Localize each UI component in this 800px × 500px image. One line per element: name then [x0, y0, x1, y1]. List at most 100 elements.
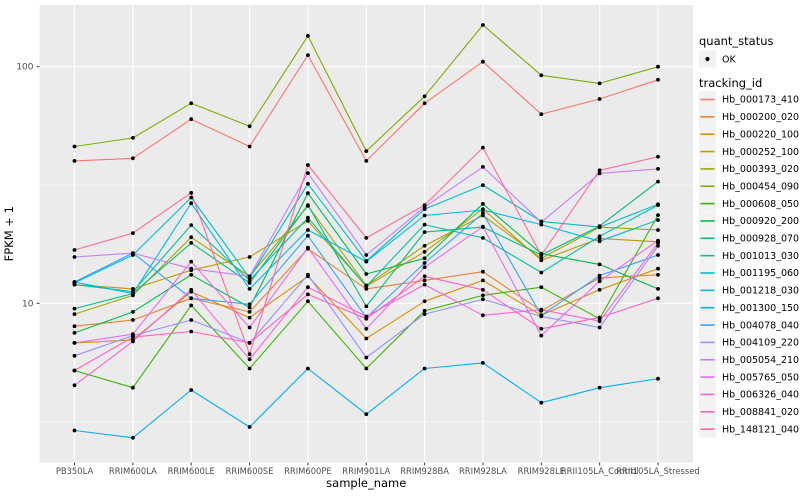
- legend-item: Hb_000220_100: [699, 125, 799, 143]
- data-point: [72, 312, 77, 316]
- data-point: [247, 124, 252, 129]
- data-point: [364, 366, 369, 371]
- x-tick-label: RRIM600LE: [168, 466, 215, 476]
- data-point: [656, 64, 660, 69]
- y-axis-title: FPKM + 1: [2, 206, 16, 261]
- x-tick-label: RRIM901LA: [342, 466, 390, 476]
- data-point: [656, 253, 660, 257]
- data-point: [306, 233, 310, 238]
- legend-item: Hb_006326_040: [699, 385, 799, 403]
- data-point: [597, 81, 602, 86]
- legend: quant_status OK tracking_id Hb_000173_410 Hb…: [699, 34, 799, 438]
- data-point: [247, 366, 252, 371]
- legend-item: Hb_000454_090: [699, 177, 799, 195]
- data-point: [189, 287, 194, 292]
- data-point: [656, 266, 660, 271]
- legend-item-label: Hb_006326_040: [722, 390, 799, 401]
- data-point: [422, 230, 427, 235]
- data-point: [481, 297, 485, 302]
- data-point: [656, 179, 660, 184]
- data-point: [539, 326, 544, 331]
- data-point: [247, 341, 252, 345]
- legend-item-label: Hb_005054_210: [722, 355, 799, 366]
- data-point: [422, 261, 427, 265]
- data-point: [422, 274, 427, 279]
- legend-item: Hb_148121_040: [699, 420, 799, 438]
- data-point: [306, 299, 310, 304]
- data-point: [364, 272, 369, 276]
- data-point: [481, 202, 485, 206]
- data-point: [539, 333, 544, 338]
- data-point: [422, 256, 427, 261]
- data-point: [72, 383, 77, 388]
- data-point: [247, 274, 252, 279]
- data-point: [189, 235, 194, 240]
- data-point: [422, 265, 427, 270]
- data-point: [306, 215, 310, 220]
- data-point: [189, 101, 194, 106]
- data-point: [597, 239, 602, 244]
- legend-item-label: Hb_000454_090: [722, 181, 799, 192]
- data-point: [131, 231, 135, 236]
- data-point: [72, 331, 77, 335]
- data-point: [656, 287, 660, 291]
- data-point: [247, 255, 252, 259]
- data-point: [131, 339, 135, 344]
- legend-item-label: Hb_000220_100: [722, 129, 799, 140]
- legend-item-label: Hb_001300_150: [722, 303, 799, 314]
- x-tick-label: RRII105LA_Stressed: [616, 466, 700, 476]
- x-axis-title: sample_name: [326, 476, 406, 490]
- data-point: [656, 167, 660, 171]
- x-tick-label: RRIM600SE: [226, 466, 274, 476]
- data-point: [306, 34, 310, 38]
- data-point: [481, 23, 485, 27]
- y-tick-label: 10: [22, 299, 34, 309]
- data-point: [597, 97, 602, 101]
- data-point: [539, 285, 544, 290]
- data-point: [597, 279, 602, 284]
- legend-item-label: Hb_000608_050: [722, 199, 799, 210]
- data-point: [189, 318, 194, 322]
- data-point: [539, 314, 544, 319]
- data-point: [539, 307, 544, 312]
- data-point: [656, 243, 660, 248]
- legend-item: Hb_000393_020: [699, 160, 799, 178]
- data-point: [364, 304, 369, 309]
- data-point: [247, 325, 252, 330]
- x-tick-label: RRIM928LA: [459, 466, 507, 476]
- x-tick-label: RRIM928BA: [400, 466, 449, 476]
- legend-item: Hb_004109_220: [699, 333, 799, 351]
- x-tick-label: RRIM600PE: [284, 466, 332, 476]
- data-point: [656, 228, 660, 232]
- data-point: [247, 352, 252, 356]
- data-point: [481, 361, 485, 365]
- data-point: [597, 385, 602, 390]
- data-point: [539, 112, 544, 117]
- data-point: [481, 293, 485, 298]
- data-point: [656, 154, 660, 159]
- data-point: [364, 412, 369, 417]
- data-point: [72, 159, 77, 163]
- legend-label-ok: OK: [722, 54, 736, 65]
- data-point: [597, 225, 602, 230]
- data-point: [539, 270, 544, 275]
- data-point: [597, 273, 602, 278]
- data-point: [656, 213, 660, 218]
- data-point: [481, 208, 485, 212]
- data-point: [656, 296, 660, 301]
- data-point: [364, 159, 369, 163]
- data-point: [306, 272, 310, 277]
- data-point: [481, 313, 485, 318]
- data-point: [306, 285, 310, 290]
- data-point: [189, 195, 194, 200]
- data-point: [247, 357, 252, 362]
- data-point: [656, 241, 660, 245]
- data-point: [189, 190, 194, 195]
- data-point: [597, 287, 602, 292]
- legend-item-label: Hb_001195_060: [722, 268, 799, 279]
- data-point: [131, 435, 135, 440]
- data-point: [481, 224, 485, 229]
- data-point: [481, 183, 485, 188]
- x-tick-label: RRIM600LA: [109, 466, 157, 476]
